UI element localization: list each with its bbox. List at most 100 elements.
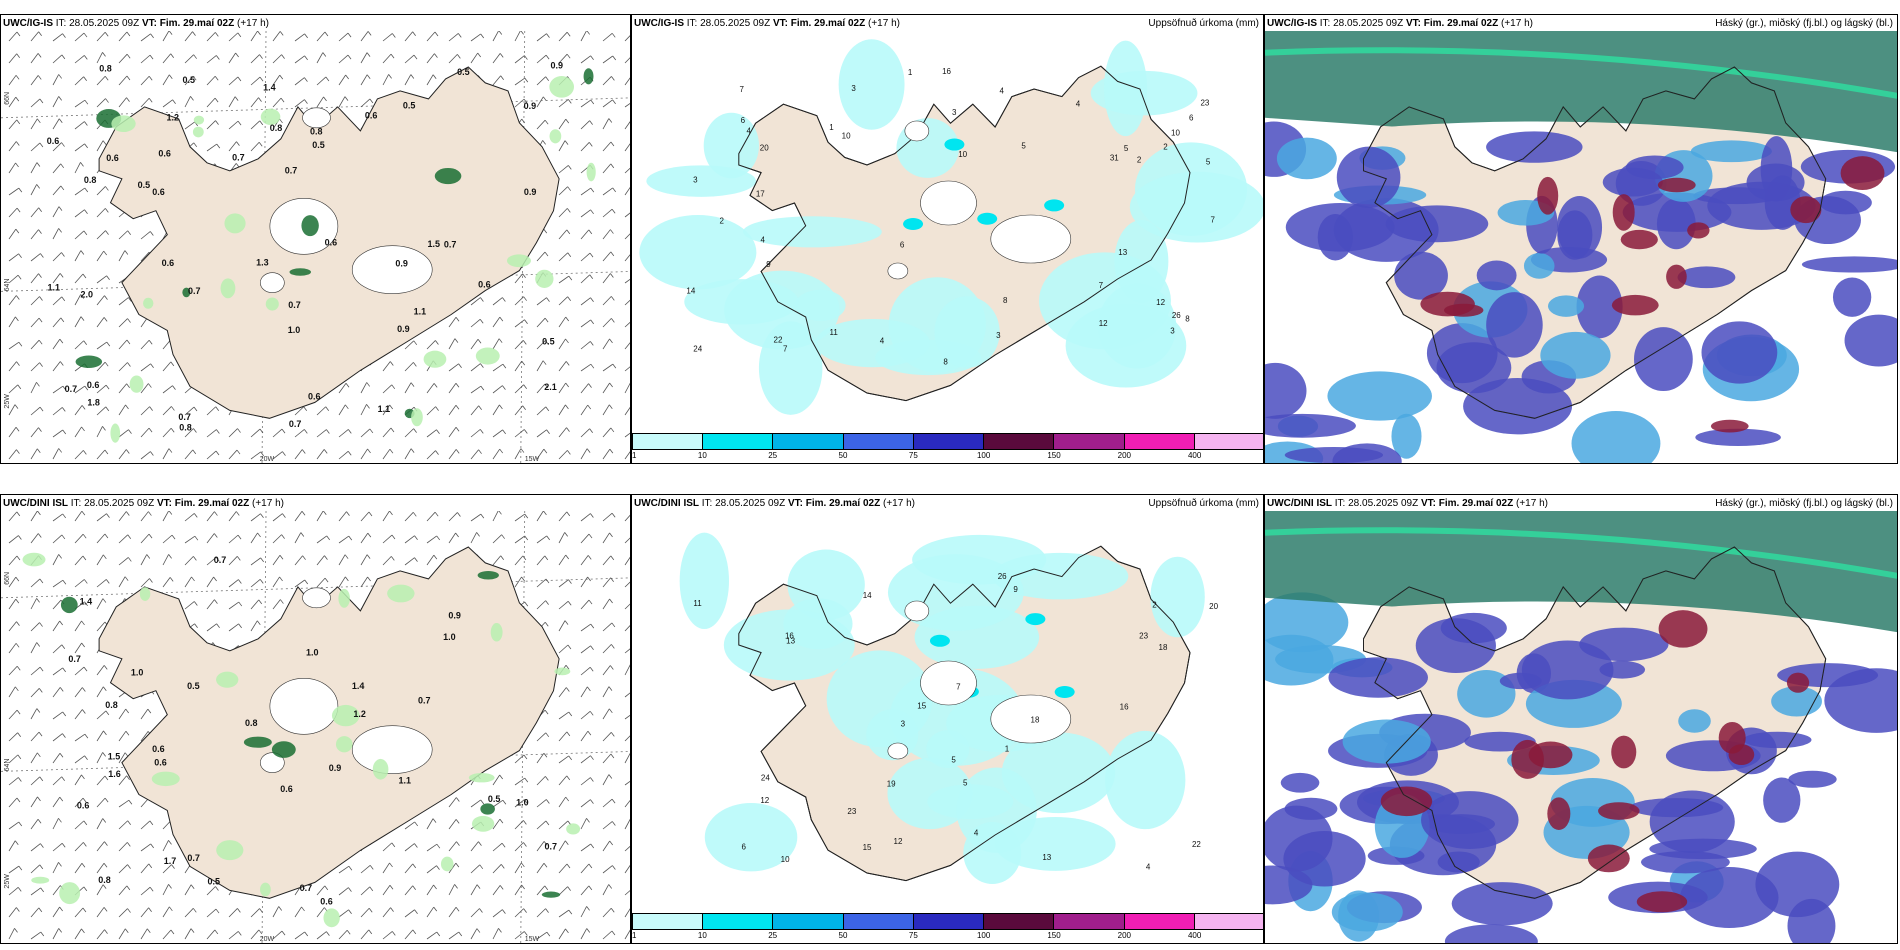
wind-barb	[228, 601, 240, 610]
wind-barb	[500, 555, 505, 561]
wind-barb	[590, 209, 594, 215]
wind-barb	[567, 450, 571, 455]
wind-barb	[492, 864, 502, 874]
wind-barb	[96, 230, 106, 240]
wind-barb	[304, 931, 309, 937]
wind-barb	[184, 96, 191, 108]
wind-barb	[590, 799, 594, 804]
wind-barb	[323, 96, 327, 102]
wind-barb	[580, 209, 591, 218]
wind-barb	[412, 885, 417, 891]
wind-barb	[272, 54, 282, 64]
wind-barb	[590, 319, 594, 325]
wind-barb	[492, 909, 503, 918]
wind-barb	[609, 532, 613, 538]
wind-barb	[322, 511, 327, 516]
precip-value: 15	[917, 702, 926, 711]
wind-barb	[589, 341, 594, 346]
wind-barb	[558, 361, 567, 372]
low-cloud-area	[1391, 413, 1422, 459]
wind-barb	[580, 120, 590, 130]
wind-barb	[624, 212, 630, 218]
wind-barb	[281, 534, 285, 539]
wind-barb	[316, 96, 324, 108]
wind-barb	[30, 931, 42, 940]
wind-barb	[83, 886, 88, 892]
wind-barb	[602, 821, 613, 830]
wind-barb	[58, 206, 63, 211]
colorbar-swatch	[633, 434, 704, 449]
wind-barb	[426, 429, 437, 438]
wind-barb	[162, 448, 170, 460]
high-cloud-edge	[1265, 527, 1897, 579]
precip-value: 6	[741, 116, 746, 125]
mid-cloud-area	[1687, 222, 1710, 239]
wind-barb	[96, 317, 105, 328]
low-cloud-area	[1844, 314, 1897, 367]
gust-patch	[411, 408, 423, 427]
wind-barb	[426, 74, 434, 86]
gust-patch	[541, 891, 561, 898]
wind-barb	[404, 929, 414, 940]
wind-barb	[258, 599, 263, 605]
wind-barb	[214, 75, 219, 81]
wind-barb	[414, 535, 418, 540]
wind-barb	[184, 601, 195, 610]
wind-barb	[294, 906, 302, 918]
wind-barb	[61, 843, 66, 848]
wind-barb	[40, 253, 44, 258]
wind-barb	[565, 554, 570, 560]
wind-barb	[140, 533, 150, 544]
wind-barb	[30, 75, 39, 86]
wind-barb	[514, 448, 522, 460]
wind-barb	[52, 228, 59, 240]
wind-barb	[410, 74, 415, 79]
gust-patch	[182, 287, 191, 298]
low-cloud-area	[1276, 137, 1337, 180]
wind-barb	[338, 576, 346, 588]
gust-value: 1.0	[306, 647, 319, 657]
gust-patch	[475, 347, 500, 365]
precip-value: 1	[1005, 744, 1010, 753]
precip-value: 5	[963, 778, 968, 787]
wind-barb	[191, 576, 195, 582]
wind-barb	[294, 555, 303, 566]
wind-barb	[215, 886, 219, 891]
mid-cloud-area	[1547, 797, 1571, 830]
gust-value: 0.6	[308, 392, 321, 402]
wind-barb	[8, 427, 17, 438]
colorbar-tick: 10	[697, 931, 707, 940]
wind-barb	[624, 451, 630, 460]
wind-barb	[524, 319, 528, 324]
wind-barb	[360, 511, 370, 522]
wind-barb	[8, 96, 17, 108]
wind-barb	[140, 54, 151, 64]
wind-barb	[30, 31, 39, 42]
wind-barb	[36, 448, 41, 454]
wind-barb	[580, 645, 591, 654]
wind-barb	[140, 820, 151, 830]
precip-value: 23	[1139, 631, 1148, 640]
wind-barb	[190, 928, 195, 933]
gust-value: 0.6	[87, 380, 100, 390]
wind-barb	[281, 930, 286, 936]
wind-barb	[74, 555, 84, 566]
wind-barb	[14, 928, 18, 933]
wind-barb	[590, 645, 594, 650]
gust-patch	[323, 908, 340, 928]
wind-barb	[514, 405, 523, 416]
wind-barb	[404, 362, 414, 372]
wind-barb	[294, 33, 305, 42]
wind-barb	[492, 774, 500, 786]
wind-barb	[30, 752, 38, 764]
wind-barb	[127, 908, 131, 913]
wind-barb	[96, 929, 105, 940]
precip-value: 10	[1171, 129, 1180, 138]
wind-barb	[590, 777, 594, 782]
wind-barb	[602, 907, 612, 918]
glacier	[302, 107, 331, 129]
colorbar-tick: 400	[1187, 931, 1202, 940]
wind-barb	[82, 533, 87, 539]
wind-barb	[184, 121, 195, 130]
wind-barb	[30, 731, 40, 742]
